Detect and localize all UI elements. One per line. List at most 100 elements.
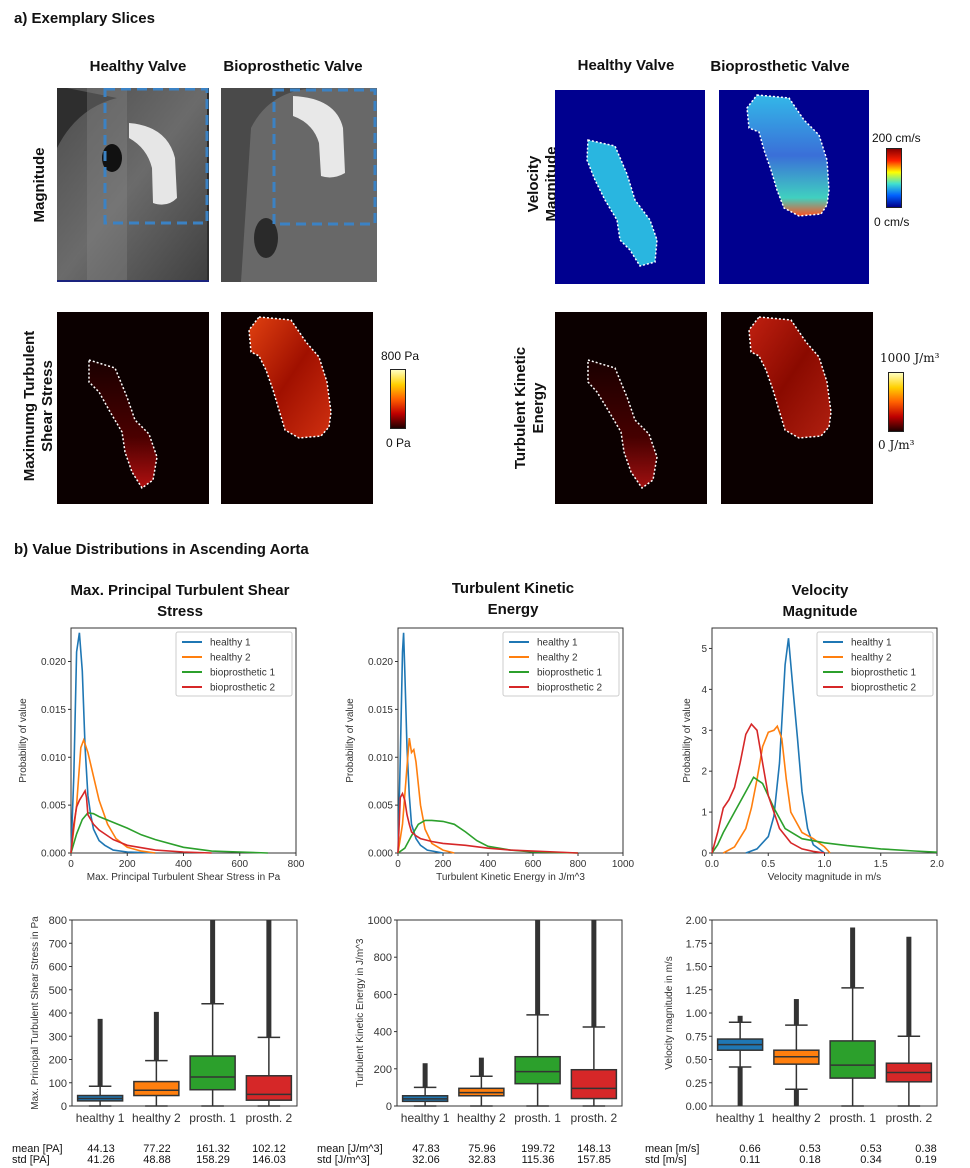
- y-tick-label: 0: [61, 1101, 67, 1113]
- plot-frame: [397, 627, 624, 854]
- x-tick-label: 1.5: [874, 859, 888, 870]
- y-tick-label: 1000: [368, 915, 392, 927]
- tke-colorbar-min: 0 J/m³: [878, 438, 915, 452]
- y-tick-label: 0: [386, 1101, 392, 1113]
- plot-frame: [396, 919, 623, 1107]
- col-header-healthy-left: Healthy Valve: [89, 58, 187, 75]
- velocity-map-healthy: [555, 90, 705, 284]
- x-tick-label: prosth. 2: [886, 1111, 933, 1125]
- stats-std-value: 48.88: [143, 1154, 171, 1166]
- stats-mean-value: 199.72: [521, 1143, 555, 1155]
- y-tick-label: 1.25: [686, 985, 707, 997]
- x-tick-label: 1000: [612, 859, 635, 870]
- y-tick-label: 2.00: [686, 915, 707, 927]
- x-tick-label: 800: [570, 859, 587, 870]
- x-tick-label: 2.0: [930, 859, 944, 870]
- y-tick-label: 0.015: [368, 705, 393, 716]
- y-axis-label: Probability of value: [18, 698, 29, 783]
- y-tick-label: 0.50: [686, 1055, 707, 1067]
- x-tick-label: 200: [119, 859, 136, 870]
- y-axis-label: Probability of value: [345, 698, 356, 783]
- series-line-bioprosthetic-1: [711, 776, 938, 854]
- y-axis-label: Probability of value: [682, 698, 693, 783]
- series-line-healthy-2: [397, 737, 455, 854]
- y-tick-label: 5: [701, 644, 707, 655]
- col-header-bioprosthetic-right: Bioprosthetic Valve: [710, 58, 850, 75]
- tke-map-healthy: [555, 312, 707, 504]
- y-tick-label: 0.020: [368, 657, 393, 668]
- mri-magnitude-healthy: [57, 88, 209, 282]
- stats-std-value: 158.29: [196, 1154, 230, 1166]
- y-tick-label: 0.020: [41, 657, 66, 668]
- box: [570, 1068, 618, 1100]
- stats-table: mean [PA] std [PA] 44.13 77.22 161.32 10…: [0, 1143, 970, 1168]
- y-tick-label: 0: [701, 849, 707, 860]
- y-tick-label: 3: [701, 726, 707, 737]
- x-tick-label: prosth. 2: [246, 1111, 293, 1125]
- legend-label: bioprosthetic 2: [537, 683, 602, 694]
- y-tick-label: 0.010: [41, 753, 66, 764]
- y-tick-label: 400: [49, 1008, 67, 1020]
- legend-label: bioprosthetic 2: [851, 683, 916, 694]
- y-tick-label: 0.010: [368, 753, 393, 764]
- stats-std-value: 0.19: [915, 1154, 937, 1166]
- legend-label: healthy 2: [851, 653, 892, 664]
- chart-velocity-box: 0.00 0.25 0.50 0.75 1.00 1.25 1.50 1.75 2.00 Velo…: [664, 915, 938, 1125]
- legend-label: healthy 2: [210, 653, 251, 664]
- y-tick-label: 300: [49, 1031, 67, 1043]
- stats-std-label-velocity: std [m/s]: [645, 1154, 687, 1166]
- stats-mean-value: 0.53: [799, 1143, 821, 1155]
- stats-mean-value: 47.83: [412, 1143, 440, 1155]
- x-tick-label: 400: [175, 859, 192, 870]
- x-axis-label: Turbulent Kinetic Energy in J/m^3: [436, 872, 585, 883]
- y-tick-label: 0.000: [41, 849, 66, 860]
- chart-shear-density: 0 200 400 600 800 0.000 0.005 0.010 0.015 0.020 Ma…: [18, 627, 305, 883]
- y-axis-label: Velocity magnitude in m/s: [664, 956, 675, 1069]
- y-tick-label: 800: [49, 915, 67, 927]
- y-tick-label: 0.000: [368, 849, 393, 860]
- y-tick-label: 0.00: [686, 1101, 707, 1113]
- stats-mean-value: 44.13: [87, 1143, 115, 1155]
- y-axis-label: Turbulent Kinetic Energy in J/m^3: [355, 938, 366, 1087]
- shear-colorbar: [390, 369, 406, 429]
- tke-colorbar: [888, 372, 904, 432]
- stats-std-value: 0.34: [860, 1154, 882, 1166]
- x-axis-label: Max. Principal Turbulent Shear Stress in…: [87, 872, 281, 883]
- x-tick-label: healthy 1: [716, 1111, 765, 1125]
- box: [189, 1055, 236, 1091]
- y-tick-label: 0.005: [41, 801, 66, 812]
- stats-std-value: 0.11: [739, 1154, 761, 1166]
- stats-std-value: 157.85: [577, 1154, 611, 1166]
- x-tick-label: healthy 2: [772, 1111, 821, 1125]
- shear-map-healthy: [57, 312, 209, 504]
- stats-mean-label-shear: mean [PA]: [12, 1143, 63, 1155]
- row-label-tke-line1: Turbulent Kinetic: [512, 346, 529, 470]
- section-b-title: b) Value Distributions in Ascending Aort…: [14, 541, 309, 558]
- legend-label: healthy 1: [537, 638, 578, 649]
- series-line-healthy-2: [722, 724, 831, 854]
- y-tick-label: 600: [49, 962, 67, 974]
- y-tick-label: 0.25: [686, 1078, 707, 1090]
- y-tick-label: 0.005: [368, 801, 393, 812]
- legend-box: [502, 631, 620, 697]
- x-tick-label: prosth. 1: [514, 1111, 561, 1125]
- mri-magnitude-bioprosthetic: [221, 88, 377, 282]
- series-line-bioprosthetic-1: [70, 811, 268, 854]
- stats-mean-value: 161.32: [196, 1143, 230, 1155]
- chart-velocity-density: 0.0 0.5 1.0 1.5 2.0 0 1 2 3 4 5 Velocity magnitude …: [682, 627, 944, 883]
- stats-mean-label-velocity: mean [m/s]: [645, 1143, 700, 1155]
- legend-label: bioprosthetic 1: [537, 668, 602, 679]
- y-tick-label: 500: [49, 985, 67, 997]
- legend-box: [175, 631, 293, 697]
- velocity-colorbar-min: 0 cm/s: [874, 215, 910, 229]
- box: [245, 1075, 293, 1101]
- row-label-shear-line1: Maximumg Turbulent: [21, 330, 38, 482]
- y-tick-label: 4: [701, 685, 707, 696]
- y-tick-label: 200: [374, 1064, 392, 1076]
- stats-mean-value: 77.22: [143, 1143, 171, 1155]
- x-tick-label: 0: [68, 859, 74, 870]
- stats-mean-value: 0.38: [915, 1143, 937, 1155]
- velocity-colorbar-max: 200 cm/s: [872, 131, 921, 145]
- x-tick-label: 0.5: [761, 859, 775, 870]
- tke-colorbar-max: 1000 J/m³: [880, 351, 940, 365]
